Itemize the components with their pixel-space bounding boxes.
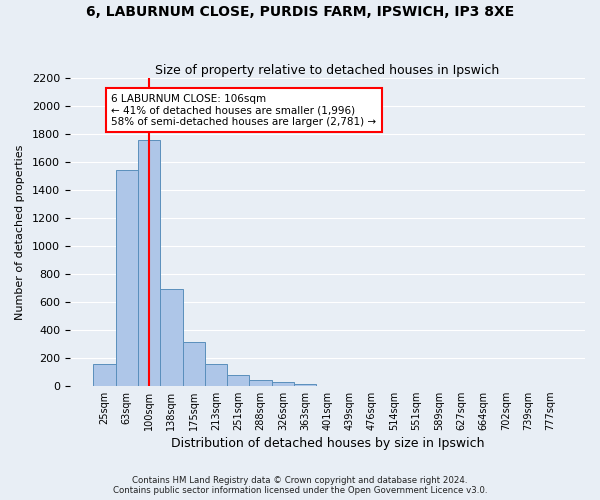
- Bar: [138, 140, 160, 386]
- Bar: [227, 374, 250, 386]
- Bar: [182, 342, 205, 386]
- Bar: [294, 384, 316, 386]
- Bar: [250, 380, 272, 386]
- Y-axis label: Number of detached properties: Number of detached properties: [15, 144, 25, 320]
- Text: 6, LABURNUM CLOSE, PURDIS FARM, IPSWICH, IP3 8XE: 6, LABURNUM CLOSE, PURDIS FARM, IPSWICH,…: [86, 5, 514, 19]
- Bar: [160, 289, 182, 386]
- Text: 6 LABURNUM CLOSE: 106sqm
← 41% of detached houses are smaller (1,996)
58% of sem: 6 LABURNUM CLOSE: 106sqm ← 41% of detach…: [111, 94, 376, 126]
- Bar: [272, 382, 294, 386]
- Bar: [116, 170, 138, 386]
- X-axis label: Distribution of detached houses by size in Ipswich: Distribution of detached houses by size …: [171, 437, 484, 450]
- Bar: [94, 364, 116, 386]
- Title: Size of property relative to detached houses in Ipswich: Size of property relative to detached ho…: [155, 64, 500, 77]
- Text: Contains HM Land Registry data © Crown copyright and database right 2024.
Contai: Contains HM Land Registry data © Crown c…: [113, 476, 487, 495]
- Bar: [205, 364, 227, 386]
